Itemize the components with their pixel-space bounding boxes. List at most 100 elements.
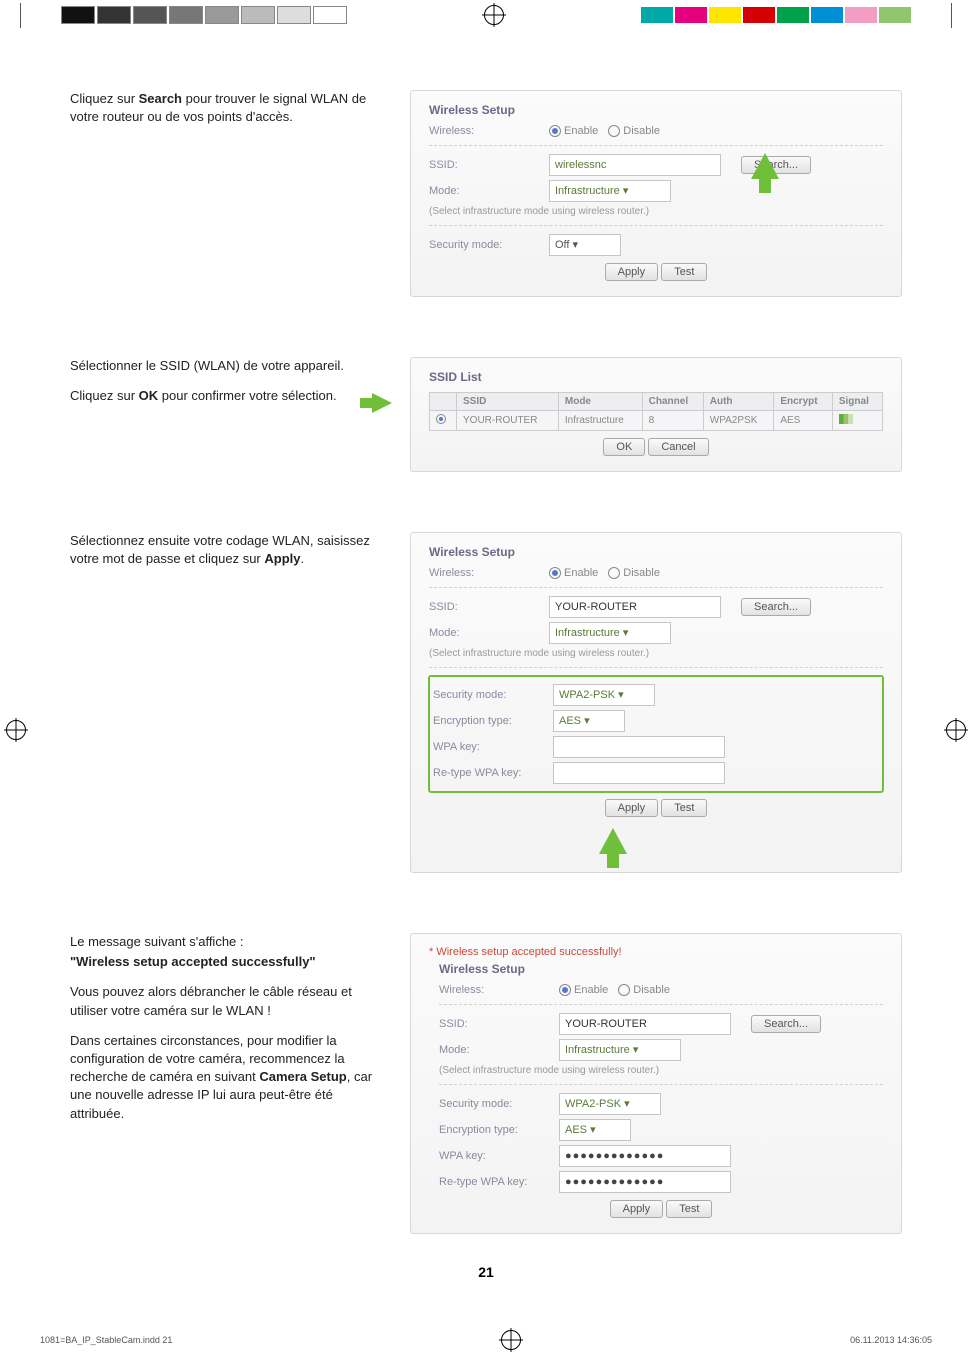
table-row[interactable]: YOUR-ROUTER Infrastructure 8 WPA2PSK AES: [430, 411, 883, 431]
label-wpakey: WPA key:: [433, 741, 553, 753]
wireless-setup-panel: Wireless Setup Wireless: Enable Disable …: [410, 90, 902, 297]
success-message: * Wireless setup accepted successfully!: [429, 946, 883, 958]
screenshot-3: Wireless Setup Wireless: Enable Disable …: [410, 532, 902, 873]
radio-dot-icon: [608, 567, 620, 579]
mode-select[interactable]: Infrastructure ▾: [549, 622, 671, 644]
footer-date: 06.11.2013 14:36:05: [850, 1335, 932, 1345]
ok-button[interactable]: OK: [603, 438, 645, 456]
label-security: Security mode:: [439, 1098, 559, 1110]
text: Sélectionnez ensuite votre codage WLAN, …: [70, 533, 370, 566]
apply-button[interactable]: Apply: [605, 799, 659, 817]
retype-wpa-input[interactable]: ●●●●●●●●●●●●●: [559, 1171, 731, 1193]
label-mode: Mode:: [439, 1044, 559, 1056]
label-ssid: SSID:: [439, 1018, 559, 1030]
registration-mark-top: [484, 5, 504, 25]
panel-title: Wireless Setup: [439, 962, 883, 976]
wpa-key-input[interactable]: [553, 736, 725, 758]
label-ssid: SSID:: [429, 159, 549, 171]
text-bold: "Wireless setup accepted successfully": [70, 954, 316, 969]
separator: [429, 667, 883, 668]
radio-enable[interactable]: Enable: [559, 984, 608, 996]
radio-dot-icon: [436, 414, 446, 424]
security-select[interactable]: Off ▾: [549, 234, 621, 256]
search-button[interactable]: Search...: [741, 598, 811, 616]
text: Vous pouvez alors débrancher le câble ré…: [70, 983, 380, 1019]
text: pour confirmer votre sélection.: [158, 388, 336, 403]
desc-3: Sélectionnez ensuite votre codage WLAN, …: [70, 532, 380, 873]
mode-select[interactable]: Infrastructure ▾: [559, 1039, 681, 1061]
test-button[interactable]: Test: [661, 799, 707, 817]
label-mode: Mode:: [429, 627, 549, 639]
color-bars-left: [61, 6, 347, 24]
arrow-right-icon: [372, 393, 392, 413]
radio-disable[interactable]: Disable: [608, 125, 660, 137]
text-bold: Apply: [264, 551, 300, 566]
section-ssid-list: Sélectionner le SSID (WLAN) de votre app…: [70, 357, 902, 472]
col-auth: Auth: [703, 393, 774, 411]
desc-4: Le message suivant s'affiche : "Wireless…: [70, 933, 380, 1234]
security-select[interactable]: WPA2-PSK ▾: [553, 684, 655, 706]
radio-dot-icon: [608, 125, 620, 137]
mode-hint: (Select infrastructure mode using wirele…: [429, 206, 883, 217]
arrow-up-icon: [751, 153, 779, 179]
text: Sélectionner le SSID (WLAN) de votre app…: [70, 357, 380, 375]
cell-encrypt: AES: [774, 411, 833, 431]
screenshot-4: * Wireless setup accepted successfully! …: [410, 933, 902, 1234]
search-button[interactable]: Search...: [751, 1015, 821, 1033]
test-button[interactable]: Test: [666, 1200, 712, 1218]
cell-channel: 8: [642, 411, 703, 431]
ssid-table: SSID Mode Channel Auth Encrypt Signal YO…: [429, 392, 883, 431]
ssid-input[interactable]: YOUR-ROUTER: [559, 1013, 731, 1035]
section-search: Cliquez sur Search pour trouver le signa…: [70, 90, 902, 297]
label-wireless: Wireless:: [429, 125, 549, 137]
apply-button[interactable]: Apply: [605, 263, 659, 281]
crop-line: [951, 3, 952, 28]
mode-hint: (Select infrastructure mode using wirele…: [439, 1065, 883, 1076]
text-bold: Search: [139, 91, 182, 106]
col-mode: Mode: [558, 393, 642, 411]
col-signal: Signal: [832, 393, 882, 411]
page-content: Cliquez sur Search pour trouver le signa…: [0, 30, 972, 1310]
security-select[interactable]: WPA2-PSK ▾: [559, 1093, 661, 1115]
radio-enable[interactable]: Enable: [549, 567, 598, 579]
text: Cliquez sur: [70, 388, 139, 403]
panel-title: Wireless Setup: [429, 103, 883, 117]
cell-auth: WPA2PSK: [703, 411, 774, 431]
label-mode: Mode:: [429, 185, 549, 197]
encryption-select[interactable]: AES ▾: [559, 1119, 631, 1141]
wireless-setup-panel: Wireless Setup Wireless: Enable Disable …: [410, 532, 902, 873]
cancel-button[interactable]: Cancel: [648, 438, 708, 456]
radio-disable[interactable]: Disable: [608, 567, 660, 579]
text: .: [301, 551, 305, 566]
desc-1: Cliquez sur Search pour trouver le signa…: [70, 90, 380, 297]
test-button[interactable]: Test: [661, 263, 707, 281]
screenshot-1: Wireless Setup Wireless: Enable Disable …: [410, 90, 902, 297]
separator: [429, 225, 883, 226]
encryption-select[interactable]: AES ▾: [553, 710, 625, 732]
label-security: Security mode:: [429, 239, 549, 251]
text: Le message suivant s'affiche :: [70, 933, 380, 951]
text: Cliquez sur: [70, 91, 139, 106]
label-wireless: Wireless:: [429, 567, 549, 579]
color-bars-right: [641, 7, 911, 23]
footer-file: 1081=BA_IP_StableCam.indd 21: [40, 1335, 172, 1345]
panel-title: SSID List: [429, 370, 883, 384]
page-number: 21: [70, 1264, 902, 1280]
separator: [429, 145, 883, 146]
desc-2: Sélectionner le SSID (WLAN) de votre app…: [70, 357, 380, 472]
radio-enable[interactable]: Enable: [549, 125, 598, 137]
ssid-input[interactable]: YOUR-ROUTER: [549, 596, 721, 618]
arrow-up-icon: [599, 828, 627, 854]
apply-button[interactable]: Apply: [610, 1200, 664, 1218]
radio-disable[interactable]: Disable: [618, 984, 670, 996]
radio-dot-icon: [618, 984, 630, 996]
ssid-list-panel: SSID List SSID Mode Channel Auth Encrypt…: [410, 357, 902, 472]
ssid-input[interactable]: wirelessnc: [549, 154, 721, 176]
label-ssid: SSID:: [429, 601, 549, 613]
mode-select[interactable]: Infrastructure ▾: [549, 180, 671, 202]
retype-wpa-input[interactable]: [553, 762, 725, 784]
wpa-key-input[interactable]: ●●●●●●●●●●●●●: [559, 1145, 731, 1167]
separator: [439, 1084, 883, 1085]
registration-mark-bottom: [501, 1330, 521, 1350]
label-wpakey: WPA key:: [439, 1150, 559, 1162]
